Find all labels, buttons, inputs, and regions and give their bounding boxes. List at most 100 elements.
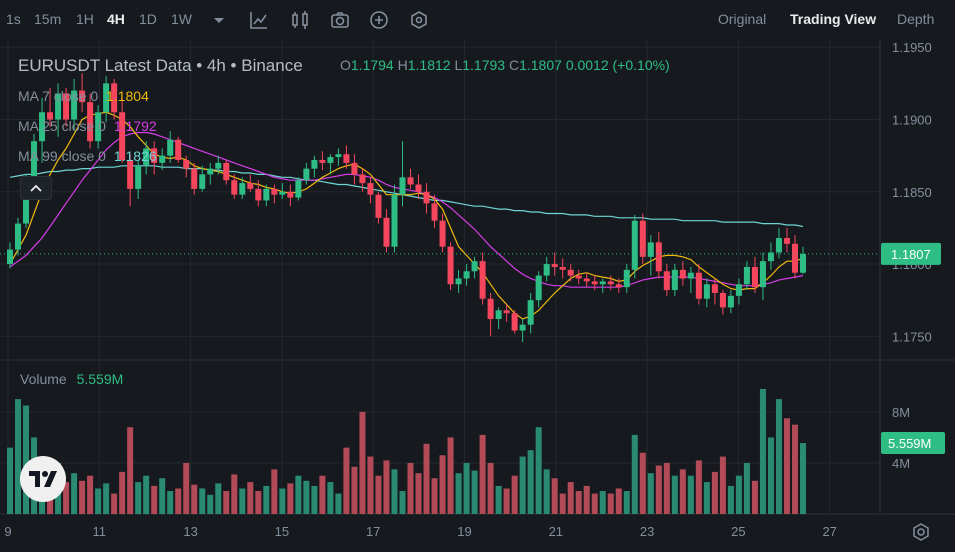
- volume-bar: [143, 475, 150, 514]
- candle-body: [79, 90, 86, 103]
- indicators-icon[interactable]: [289, 9, 311, 31]
- candle-body: [583, 278, 590, 282]
- volume-bar: [175, 488, 182, 514]
- camera-icon[interactable]: [329, 9, 351, 31]
- volume-bar: [727, 485, 734, 514]
- candle-body: [63, 93, 70, 120]
- volume-bar: [327, 482, 334, 514]
- candle-body: [423, 191, 430, 204]
- candle-body: [735, 284, 742, 296]
- timeframe-1s[interactable]: 1s: [6, 11, 21, 27]
- current-price-label: 1.1807: [891, 247, 931, 262]
- timeframe-1w[interactable]: 1W: [171, 11, 192, 27]
- candle-body: [535, 275, 542, 301]
- candle-body: [6, 249, 14, 265]
- candle-body: [495, 310, 502, 319]
- volume-bar: [311, 485, 318, 514]
- candle-body: [575, 275, 582, 279]
- price-chart[interactable]: 1.19501.19001.18501.18001.17501.18078M4M…: [0, 40, 955, 552]
- volume-bar: [295, 475, 302, 514]
- candle-body: [447, 246, 454, 285]
- volume-bar: [503, 488, 510, 514]
- time-tick-label: 27: [822, 524, 836, 539]
- timeframe-1d[interactable]: 1D: [139, 11, 157, 27]
- timeframe-15m[interactable]: 15m: [34, 11, 62, 27]
- candle-body: [415, 184, 422, 192]
- candle-body: [663, 271, 670, 291]
- volume-bar: [655, 465, 662, 514]
- candle-body: [271, 188, 278, 195]
- candle-body: [727, 295, 734, 308]
- view-depth[interactable]: Depth: [897, 11, 935, 27]
- current-price-badge: [881, 242, 941, 265]
- tradingview-logo-icon[interactable]: [20, 456, 66, 502]
- view-original[interactable]: Original: [718, 11, 767, 27]
- volume-bar: [527, 450, 534, 514]
- ma99-legend[interactable]: MA 99 close 0 1.1826: [18, 148, 157, 164]
- volume-bar: [751, 480, 758, 514]
- volume-bar: [63, 482, 70, 514]
- volume-bar: [455, 473, 462, 514]
- candle-body: [39, 112, 46, 142]
- volume-bar: [207, 494, 214, 514]
- view-trading-view[interactable]: Trading View: [790, 11, 877, 27]
- candle-body: [231, 180, 238, 195]
- timeframe-1h[interactable]: 1H: [76, 11, 94, 27]
- candle-body: [31, 141, 38, 181]
- volume-bar: [319, 475, 326, 514]
- volume-bar: [255, 491, 262, 514]
- volume-bar: [535, 427, 542, 514]
- candle-body: [407, 177, 414, 185]
- candle-body: [527, 300, 534, 325]
- candle-body: [487, 298, 494, 319]
- candle-body: [511, 313, 518, 331]
- volume-bar: [103, 483, 110, 514]
- candle-body: [383, 217, 390, 247]
- volume-bar: [775, 399, 782, 514]
- volume-bar: [631, 434, 638, 514]
- ma7-line: [9, 111, 804, 320]
- candle-body: [679, 269, 686, 279]
- candle-body: [767, 252, 774, 262]
- ma25-legend[interactable]: MA 25 close 0 1.1792: [18, 118, 157, 134]
- candle-body: [551, 264, 558, 267]
- chevron-down-icon[interactable]: [208, 9, 230, 31]
- volume-bar: [663, 462, 670, 514]
- chart-toolbar: 1s 15m 1H 4H 1D 1W Original Trading View…: [0, 0, 955, 40]
- candle-body: [783, 238, 790, 244]
- time-tick-label: 23: [640, 524, 654, 539]
- hexagon-icon[interactable]: [408, 9, 430, 31]
- volume-bar: [391, 469, 398, 514]
- time-tick-label: 21: [549, 524, 563, 539]
- volume-bar: [359, 411, 366, 514]
- candle-body: [159, 155, 166, 163]
- candle-body: [23, 180, 30, 224]
- plus-circle-icon[interactable]: [368, 9, 390, 31]
- chart-settings-icon[interactable]: [911, 522, 931, 542]
- volume-bar: [431, 478, 438, 514]
- volume-bar: [415, 473, 422, 514]
- volume-bar: [303, 480, 310, 514]
- candle-body: [479, 261, 486, 299]
- candle-body: [127, 159, 134, 189]
- time-tick-label: 19: [457, 524, 471, 539]
- volume-bar: [383, 460, 390, 514]
- volume-bar: [215, 483, 222, 514]
- timeframe-4h[interactable]: 4H: [107, 11, 125, 27]
- volume-bar: [735, 475, 742, 514]
- volume-bar: [439, 455, 446, 514]
- line-chart-icon[interactable]: [248, 9, 270, 31]
- time-tick-label: 15: [275, 524, 289, 539]
- volume-bar: [127, 427, 134, 514]
- candle-body: [567, 269, 574, 276]
- ma7-legend[interactable]: MA 7 close 0 1.1804: [18, 88, 149, 104]
- close-value: 1.1807: [519, 57, 562, 73]
- volume-bar: [551, 478, 558, 514]
- volume-bar: [271, 469, 278, 514]
- candle-body: [335, 154, 342, 158]
- volume-bar: [607, 493, 614, 514]
- collapse-legend-button[interactable]: [20, 176, 52, 200]
- chevron-up-icon: [30, 184, 42, 192]
- candle-body: [599, 281, 606, 285]
- candle-body: [167, 139, 174, 156]
